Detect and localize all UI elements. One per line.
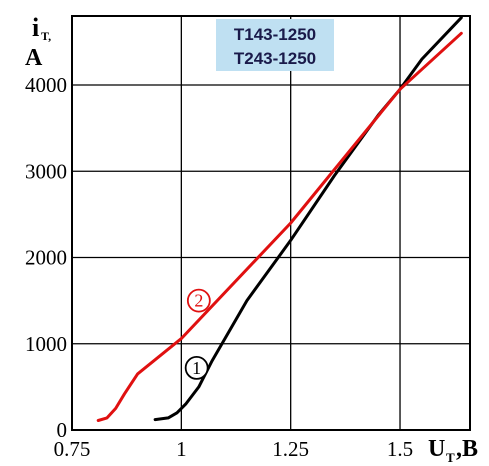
x-tick-label: 1 bbox=[176, 437, 187, 461]
y-tick-label: 4000 bbox=[25, 73, 67, 97]
plot-frame bbox=[71, 15, 471, 431]
x-tick-label: 0.75 bbox=[54, 437, 91, 461]
series-label-2: 2 bbox=[194, 291, 203, 311]
y-tick-label: 0 bbox=[57, 418, 68, 442]
y-axis-unit: A bbox=[25, 45, 43, 71]
x-axis-subscript: T bbox=[446, 450, 455, 465]
series-markers: 12 bbox=[184, 288, 211, 380]
x-axis-symbol: U bbox=[428, 436, 445, 462]
tick-labels: 0.75 1 1.25 1.5 0 1000 2000 3000 4000 bbox=[25, 73, 413, 461]
y-axis-symbol: i bbox=[32, 13, 39, 42]
title-background bbox=[216, 19, 334, 71]
y-axis-subscript: T, bbox=[41, 29, 51, 43]
series-label-1: 1 bbox=[192, 358, 201, 378]
series-marker-1 bbox=[184, 355, 209, 380]
series-marker-2 bbox=[186, 288, 211, 313]
y-tick-label: 1000 bbox=[25, 332, 67, 356]
title-line-2: T243-1250 bbox=[234, 49, 316, 68]
title-line-1: T143-1250 bbox=[234, 25, 316, 44]
series-line-2 bbox=[96, 31, 463, 422]
x-axis-unit: ,B bbox=[456, 436, 478, 462]
x-tick-label: 1.25 bbox=[272, 437, 309, 461]
y-tick-label: 3000 bbox=[25, 159, 67, 183]
y-tick-label: 2000 bbox=[25, 246, 67, 270]
x-tick-label: 1.5 bbox=[387, 437, 413, 461]
series-group bbox=[96, 16, 463, 422]
grid bbox=[72, 16, 470, 430]
